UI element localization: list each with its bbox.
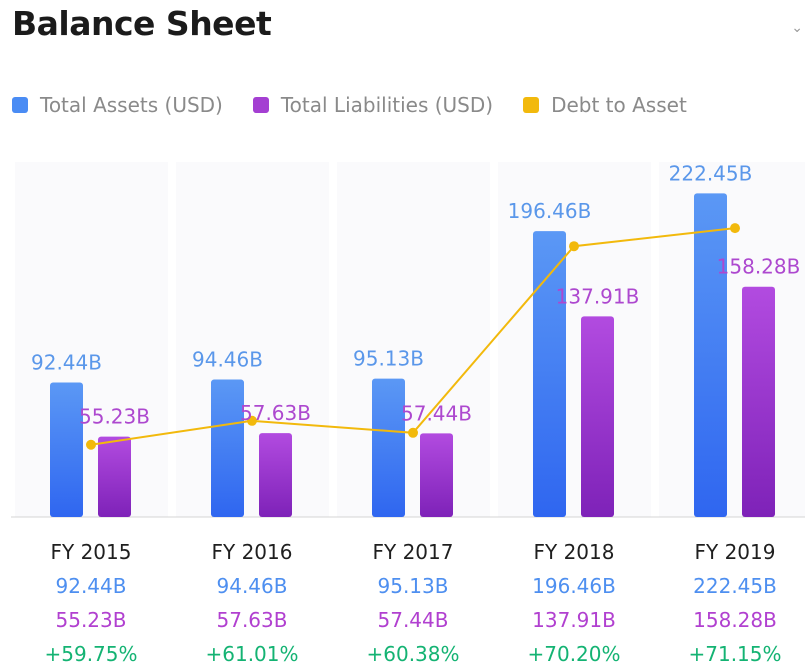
total-assets-data-label: 222.45B bbox=[669, 161, 753, 185]
debt-to-asset-point bbox=[247, 415, 257, 426]
total-liabilities-value: 158.28B bbox=[693, 608, 777, 632]
debt-to-asset-value: +59.75% bbox=[44, 642, 138, 666]
total-liabilities-bar bbox=[581, 316, 614, 517]
debt-to-asset-point bbox=[86, 439, 96, 450]
column-backdrop bbox=[176, 162, 329, 517]
total-liabilities-data-label: 137.91B bbox=[556, 284, 640, 308]
legend-item-total-assets[interactable]: Total Assets (USD) bbox=[12, 93, 223, 117]
total-assets-value: 196.46B bbox=[532, 574, 616, 598]
debt-to-asset-point bbox=[569, 241, 579, 252]
total-liabilities-data-label: 55.23B bbox=[79, 405, 150, 429]
stats-column-fy2019: FY 2019 222.45B 158.28B +71.15% bbox=[660, 535, 805, 671]
legend-swatch-total-liabilities bbox=[252, 97, 269, 113]
total-liabilities-bar bbox=[98, 436, 131, 517]
total-liabilities-bar bbox=[420, 433, 453, 517]
column-backdrop bbox=[498, 162, 651, 517]
total-liabilities-value: 57.44B bbox=[377, 608, 449, 632]
total-assets-value: 92.44B bbox=[55, 574, 127, 598]
stats-column-fy2018: FY 2018 196.46B 137.91B +70.20% bbox=[499, 535, 649, 671]
total-assets-bar bbox=[50, 382, 83, 517]
legend-label-total-liabilities: Total Liabilities (USD) bbox=[280, 93, 494, 117]
balance-sheet-chart: 92.44B 55.23B 94.46B 57.63B 95.13B 57.44B 196.… bbox=[11, 161, 805, 518]
total-assets-data-label: 196.46B bbox=[508, 199, 592, 223]
debt-to-asset-point bbox=[408, 427, 418, 438]
total-assets-bar bbox=[694, 193, 727, 517]
category-label: FY 2016 bbox=[211, 540, 293, 564]
total-liabilities-data-label: 57.63B bbox=[240, 401, 311, 425]
legend-label-debt-to-asset: Debt to Asset bbox=[551, 93, 687, 117]
chevron-icon[interactable]: ⌄ bbox=[791, 20, 803, 36]
total-liabilities-data-label: 158.28B bbox=[717, 255, 801, 279]
total-assets-value: 222.45B bbox=[693, 574, 777, 598]
total-liabilities-data-label: 57.44B bbox=[401, 401, 472, 425]
column-backdrop bbox=[337, 162, 490, 517]
total-assets-bar bbox=[211, 379, 244, 517]
chart-legend: Total Assets (USD) Total Liabilities (US… bbox=[12, 90, 687, 120]
total-assets-data-label: 95.13B bbox=[353, 347, 424, 371]
legend-item-debt-to-asset[interactable]: Debt to Asset bbox=[523, 93, 687, 117]
legend-item-total-liabilities[interactable]: Total Liabilities (USD) bbox=[252, 93, 494, 117]
category-label: FY 2015 bbox=[50, 540, 132, 564]
debt-to-asset-point bbox=[730, 223, 740, 234]
total-assets-data-label: 92.44B bbox=[31, 350, 102, 374]
category-label: FY 2017 bbox=[372, 540, 454, 564]
stats-table: FY 2015 92.44B 55.23B +59.75% FY 2016 94… bbox=[0, 535, 805, 672]
total-liabilities-bar bbox=[259, 433, 292, 517]
category-label: FY 2018 bbox=[533, 540, 615, 564]
total-liabilities-value: 57.63B bbox=[216, 608, 288, 632]
column-backdrop bbox=[659, 162, 805, 517]
total-assets-value: 94.46B bbox=[216, 574, 288, 598]
debt-to-asset-value: +71.15% bbox=[688, 642, 782, 666]
stats-column-fy2017: FY 2017 95.13B 57.44B +60.38% bbox=[338, 535, 488, 671]
total-liabilities-value: 137.91B bbox=[532, 608, 616, 632]
total-assets-value: 95.13B bbox=[377, 574, 449, 598]
stats-column-fy2015: FY 2015 92.44B 55.23B +59.75% bbox=[16, 535, 166, 671]
debt-to-asset-value: +60.38% bbox=[366, 642, 460, 666]
total-liabilities-value: 55.23B bbox=[55, 608, 127, 632]
total-assets-data-label: 94.46B bbox=[192, 348, 263, 372]
debt-to-asset-value: +70.20% bbox=[527, 642, 621, 666]
chart-title: Balance Sheet bbox=[12, 4, 272, 43]
column-backdrop bbox=[15, 162, 168, 517]
total-assets-bar bbox=[533, 231, 566, 517]
debt-to-asset-value: +61.01% bbox=[205, 642, 299, 666]
legend-label-total-assets: Total Assets (USD) bbox=[40, 93, 223, 117]
stats-column-fy2016: FY 2016 94.46B 57.63B +61.01% bbox=[177, 535, 327, 671]
total-liabilities-bar bbox=[742, 286, 775, 517]
total-assets-bar bbox=[372, 378, 405, 517]
category-label: FY 2019 bbox=[694, 540, 776, 564]
legend-swatch-debt-to-asset bbox=[523, 97, 540, 113]
legend-swatch-total-assets bbox=[12, 97, 28, 113]
